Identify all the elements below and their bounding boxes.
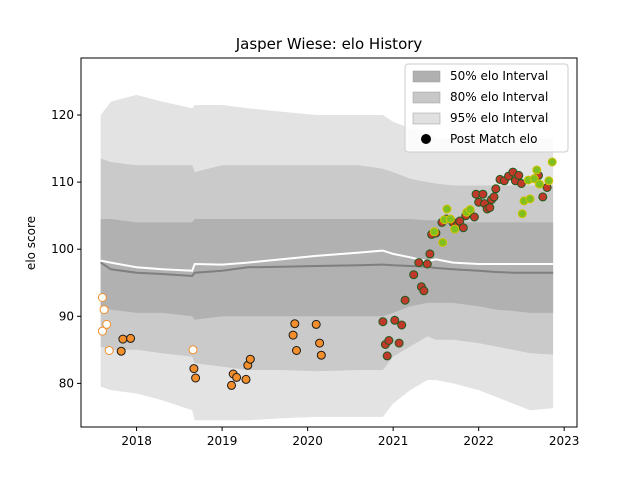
legend-swatch (412, 70, 441, 83)
data-point-green (534, 179, 544, 189)
data-point-hollow (97, 326, 107, 336)
data-point-orange (311, 319, 321, 329)
legend-marker (421, 134, 431, 144)
data-point-red (489, 192, 499, 202)
legend-label: 50% elo Interval (450, 69, 548, 83)
post-match-points (97, 157, 557, 390)
data-point-orange (227, 380, 236, 390)
y-tick-label: 110 (51, 175, 74, 189)
data-point-orange (126, 333, 136, 343)
data-point-green (450, 224, 460, 234)
y-tick-label: 100 (51, 242, 74, 256)
data-point-red (378, 317, 388, 327)
y-tick-label: 80 (59, 376, 74, 390)
data-point-green (429, 227, 439, 237)
data-point-hollow (102, 319, 112, 329)
x-tick-label: 2023 (549, 434, 580, 448)
data-point-orange (232, 372, 242, 382)
x-tick-label: 2018 (121, 434, 152, 448)
data-point-red (419, 286, 429, 296)
data-point-red (422, 259, 432, 269)
data-point-green (517, 209, 527, 219)
x-tick-label: 2019 (207, 434, 238, 448)
x-tick-label: 2021 (378, 434, 409, 448)
data-point-hollow (188, 345, 198, 355)
data-point-green (438, 238, 448, 247)
y-axis-label: elo score (24, 216, 38, 270)
data-point-red (409, 270, 419, 280)
y-tick-label: 120 (51, 108, 74, 122)
legend-label: 80% elo Interval (450, 90, 548, 104)
legend: 50% elo Interval 80% elo Interval 95% elo … (404, 63, 569, 153)
legend-label: 95% elo Interval (450, 111, 548, 125)
data-point-green (525, 194, 535, 204)
data-point-red (425, 249, 435, 259)
data-point-red (469, 212, 479, 222)
legend-swatch (412, 91, 441, 104)
data-point-red (400, 295, 410, 305)
data-point-orange (191, 373, 201, 383)
x-tick-label: 2020 (292, 434, 323, 448)
data-point-red (394, 338, 404, 348)
data-point-red (514, 170, 524, 180)
data-point-green (465, 205, 475, 215)
mean-elo-line (100, 261, 554, 278)
y-tick-label: 90 (59, 309, 74, 323)
chart-title: Jasper Wiese: elo History (235, 35, 423, 53)
data-point-orange (245, 354, 255, 364)
data-point-green (547, 157, 557, 167)
data-point-green (442, 204, 452, 214)
axes: 2018 2019 2020 2021 2022 2023 80 90 100 110 120 (51, 57, 580, 448)
legend-swatch (412, 112, 441, 125)
data-point-orange (118, 334, 128, 344)
data-point-red (384, 336, 394, 345)
data-point-orange (241, 374, 251, 384)
plot-frame (80, 57, 578, 428)
data-point-orange (189, 364, 199, 374)
data-point-red (491, 184, 501, 194)
data-point-orange (315, 338, 325, 348)
legend-box (404, 63, 569, 153)
data-point-hollow (104, 346, 114, 355)
data-point-orange (316, 350, 326, 360)
data-point-red (538, 192, 548, 202)
data-point-orange (290, 319, 300, 329)
data-point-green (532, 165, 542, 175)
data-point-red (478, 189, 488, 199)
data-point-red (485, 203, 495, 213)
x-tick-label: 2022 (463, 434, 494, 448)
data-point-green (544, 176, 554, 186)
interval-bands (100, 94, 554, 421)
legend-label: Post Match elo (450, 132, 537, 146)
data-point-red (390, 315, 400, 325)
median-elo-line (100, 249, 554, 272)
data-point-red (382, 351, 392, 361)
data-point-hollow (99, 305, 109, 315)
data-point-red (397, 320, 407, 330)
data-point-red (414, 258, 424, 268)
data-point-red (458, 223, 468, 233)
data-point-hollow (97, 293, 107, 302)
data-point-orange (288, 330, 298, 340)
data-point-orange (292, 346, 301, 355)
data-point-orange (116, 346, 126, 356)
data-point-green (529, 174, 539, 184)
data-point-green (445, 214, 455, 224)
elo-lines (100, 249, 554, 278)
